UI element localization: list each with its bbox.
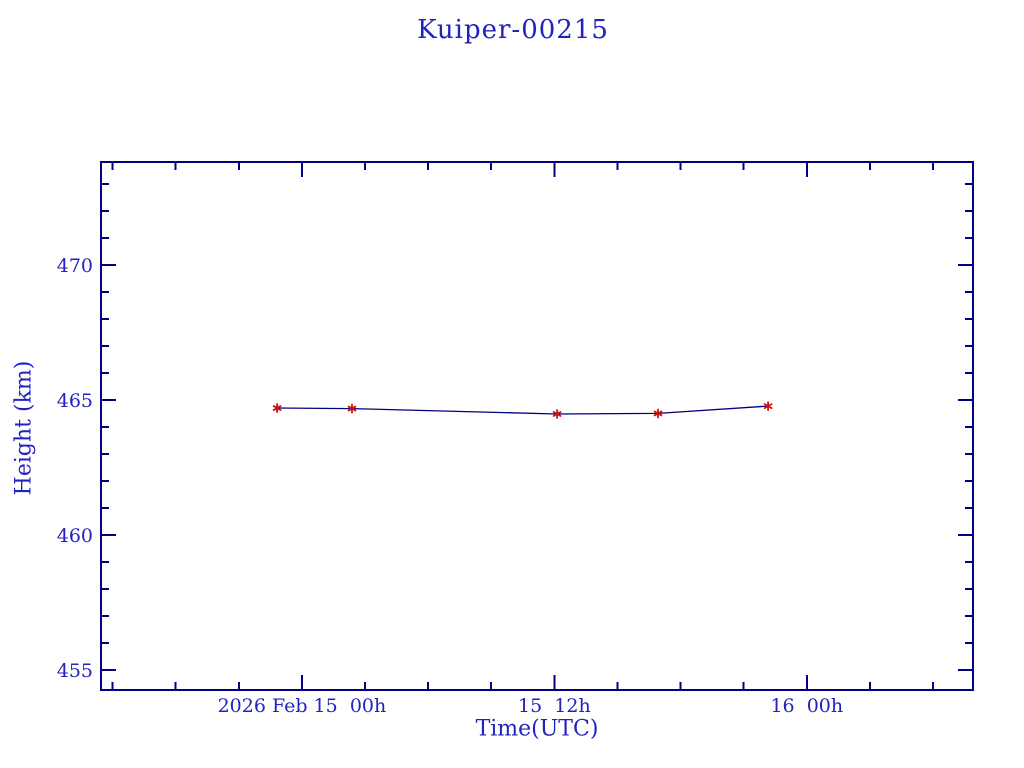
y-tick-label: 465 xyxy=(57,390,93,412)
data-point-marker xyxy=(552,411,562,417)
x-axis-title: Time(UTC) xyxy=(475,716,599,742)
chart-title: Kuiper-00215 xyxy=(417,15,609,45)
data-point-marker xyxy=(347,405,357,412)
plot-frame xyxy=(100,161,974,691)
data-point-marker xyxy=(272,405,282,411)
y-tick-label: 455 xyxy=(57,660,93,682)
y-tick-label: 460 xyxy=(57,525,93,547)
data-point-marker xyxy=(653,410,663,417)
data-point-marker xyxy=(763,403,773,410)
x-tick-label: 16 00h xyxy=(770,695,843,717)
x-tick-label: 15 12h xyxy=(518,695,591,717)
x-tick-label: 2026 Feb 15 00h xyxy=(218,695,387,717)
y-tick-label: 470 xyxy=(57,255,93,277)
